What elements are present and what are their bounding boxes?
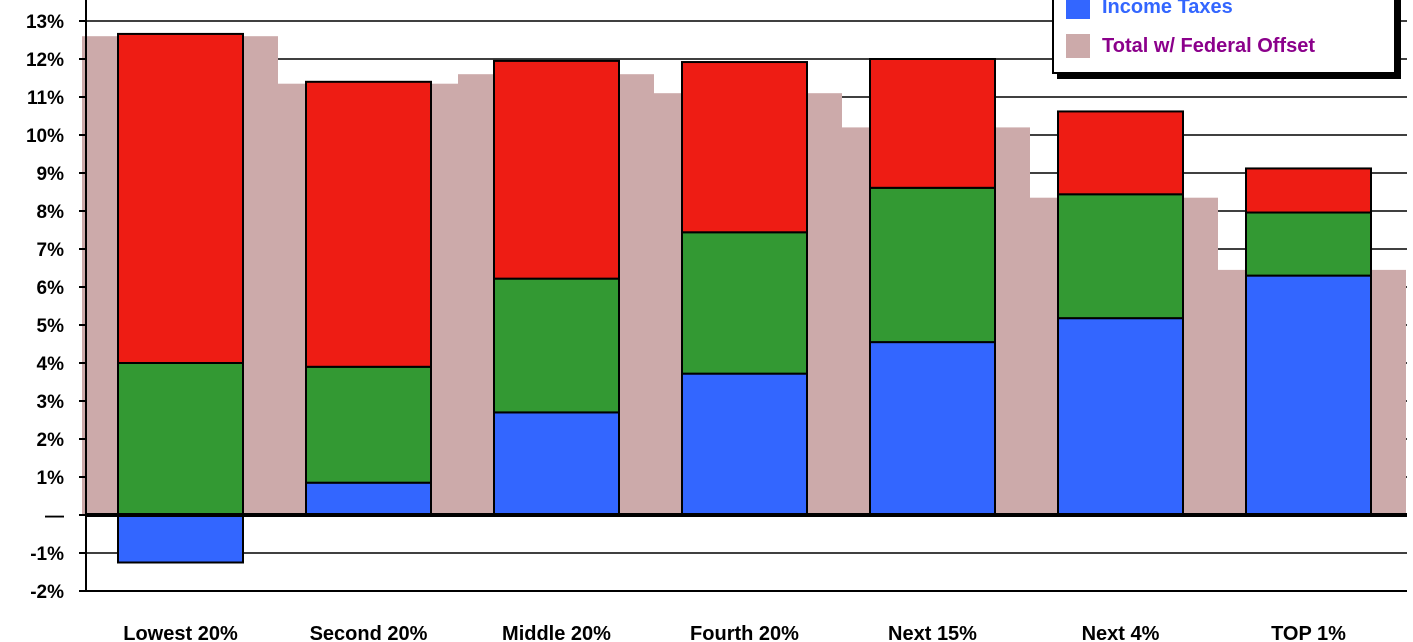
bar-segment <box>493 411 620 516</box>
y-tick-label: 2% <box>37 430 65 451</box>
x-category-label: Middle 20% <box>502 623 611 642</box>
legend-label-federal-offset: Total w/ Federal Offset <box>1102 34 1315 57</box>
x-category-label: Lowest 20% <box>123 623 238 642</box>
x-category-label: Next 15% <box>888 623 977 642</box>
bar-segment <box>869 186 996 344</box>
legend-item-federal-offset: Total w/ Federal Offset <box>1066 34 1315 58</box>
y-tick-label: 11% <box>27 88 64 109</box>
y-tick-labels: 13% 12% 11% 10% 9% 8% 7% 6% 5% 4% 3% 2% 1% — -1% -2% <box>26 12 64 603</box>
bar-segment <box>681 231 808 375</box>
legend-label-income-taxes: Income Taxes <box>1102 0 1233 18</box>
y-tick-label: 6% <box>37 278 65 299</box>
bar-segment <box>117 514 244 564</box>
bar-segment <box>117 362 244 516</box>
y-tick-label: 12% <box>26 50 64 71</box>
bar-segment <box>493 59 620 280</box>
legend-item-income-taxes: Income Taxes <box>1066 0 1233 19</box>
bar-segment <box>1057 110 1184 196</box>
bar-segment <box>1057 317 1184 516</box>
y-tick-label: 1% <box>37 468 65 489</box>
bar-segment <box>1057 193 1184 320</box>
y-tick-label: 5% <box>37 316 65 337</box>
bar-segment <box>1245 211 1372 277</box>
y-tick-label: -2% <box>30 582 64 603</box>
y-tick-label: — <box>45 506 64 527</box>
y-tick-label: 9% <box>37 164 65 185</box>
bar-segment <box>1245 274 1372 516</box>
bar-segment <box>681 372 808 517</box>
legend: Income Taxes Total w/ Federal Offset <box>1052 0 1396 74</box>
stacked-bars <box>117 32 1372 564</box>
x-category-labels: Lowest 20% Second 20% Middle 20% Fourth 20%… <box>123 623 1346 642</box>
axes <box>79 0 1407 592</box>
legend-swatch-federal-offset <box>1066 34 1090 58</box>
bar-segment <box>305 80 432 368</box>
x-category-label: Fourth 20% <box>690 623 799 642</box>
bar-segment <box>117 32 244 364</box>
bar-segment <box>1245 167 1372 214</box>
y-tick-label: 3% <box>37 392 65 413</box>
y-tick-label: 4% <box>37 354 65 375</box>
bar-segment <box>869 341 996 516</box>
y-tick-label: 7% <box>37 240 65 261</box>
bar-segment <box>305 481 432 517</box>
y-tick-label: 10% <box>26 126 64 147</box>
bar-segment <box>869 58 996 189</box>
x-category-label: Second 20% <box>310 623 428 642</box>
bar-segment <box>305 365 432 484</box>
bar-segment <box>681 61 808 234</box>
y-tick-label: 13% <box>26 12 64 33</box>
x-category-label: Next 4% <box>1082 623 1160 642</box>
y-tick-label: 8% <box>37 202 65 223</box>
legend-swatch-income-taxes <box>1066 0 1090 19</box>
bar-segment <box>493 277 620 414</box>
x-category-label: TOP 1% <box>1271 623 1346 642</box>
y-tick-label: -1% <box>30 544 64 565</box>
